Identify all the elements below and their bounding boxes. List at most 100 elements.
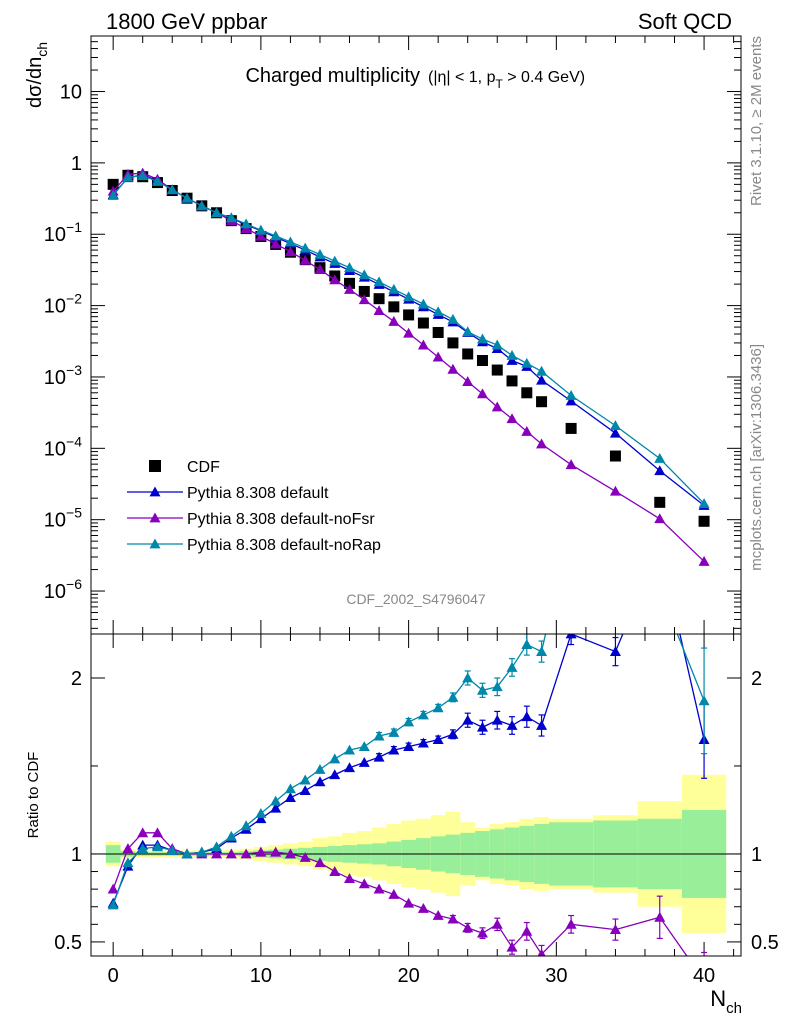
legend-marker (149, 538, 161, 549)
data-point (447, 313, 459, 324)
ratio-point (299, 785, 311, 796)
data-point (432, 351, 444, 362)
data-point (447, 337, 459, 349)
data-point (137, 170, 149, 181)
data-point (476, 388, 488, 399)
data-point (506, 355, 518, 365)
ratio-point (122, 843, 134, 854)
data-point (654, 465, 666, 476)
legend-marker (149, 486, 161, 497)
ratio-point (107, 899, 119, 910)
main-title-suffix-text: (|η| < 1, p (428, 69, 496, 86)
data-point (225, 212, 237, 223)
data-point (698, 498, 710, 509)
ratio-point (566, 514, 577, 524)
ratio-point (240, 820, 252, 831)
ratio-line (112, 634, 705, 906)
series-3 (107, 170, 710, 509)
y-tick-label: 10−4 (44, 433, 82, 460)
header-left-label: 1800 GeV ppbar (106, 9, 267, 34)
ratio-point (565, 634, 577, 639)
data-point (447, 363, 459, 374)
data-point (358, 269, 370, 280)
ratio-point (358, 756, 370, 767)
data-point (122, 171, 134, 182)
legend-item: Pythia 8.308 default-noFsr (127, 511, 375, 528)
ratio-point (329, 753, 341, 764)
ratio-point (388, 744, 400, 755)
x-tick-label: 0 (108, 965, 119, 987)
ratio-point (344, 744, 356, 755)
main-series (107, 167, 710, 566)
ratio-point (270, 846, 282, 857)
y-tick-label: 10−1 (44, 219, 82, 246)
y-tick-label: 10 (60, 82, 82, 104)
ratio-point (358, 878, 370, 889)
data-point (476, 333, 488, 344)
ratio-point (403, 741, 415, 752)
ratio-point (137, 843, 149, 854)
main-y-axis-label-text: dσ/dn (24, 57, 46, 108)
ratio-point (151, 841, 163, 852)
data-point (654, 513, 666, 524)
data-point (521, 357, 533, 368)
y-tick-label-base: 10 (44, 367, 66, 389)
ratio-point (536, 646, 548, 656)
ratio-point (196, 846, 208, 857)
data-point (151, 175, 163, 186)
ratio-y-tick-label-right: 0.5 (751, 932, 779, 954)
y-tick-label-base: 10 (44, 296, 66, 318)
ratio-series-1 (107, 827, 708, 956)
ratio-point (432, 910, 444, 920)
data-point (462, 348, 474, 360)
data-point (565, 395, 577, 406)
ratio-panel: 2 2 1 1 0.5 0.5 0 10 20 30 40 Ratio to CDF Nch (25, 514, 779, 1017)
data-point (373, 276, 385, 287)
ratio-y-tick-label-right: 2 (751, 668, 762, 690)
y-tick-label: 10−2 (44, 291, 82, 318)
ratio-point (270, 802, 282, 813)
ratio-point (403, 897, 415, 908)
y-tick-label-base: 10 (44, 510, 66, 532)
data-point (432, 306, 444, 317)
ratio-point (329, 769, 341, 780)
ratio-point (491, 918, 503, 929)
ratio-point (122, 857, 134, 868)
ratio-point (654, 541, 665, 551)
ratio-point (403, 716, 415, 727)
data-point (314, 249, 326, 259)
ratio-series (107, 514, 710, 956)
ratio-point (284, 848, 296, 859)
data-point (491, 339, 503, 350)
data-point (491, 401, 503, 412)
ratio-y-tick-label: 2 (71, 668, 82, 690)
data-point (403, 291, 415, 302)
y-tick-label: 10−5 (44, 505, 82, 532)
ratio-point (565, 918, 577, 929)
series-2 (107, 167, 710, 566)
ratio-point (417, 737, 429, 748)
ratio-point (255, 813, 267, 824)
data-point (299, 242, 311, 253)
data-point (107, 178, 119, 190)
main-y-axis-label-sub: ch (34, 42, 50, 57)
ratio-point (432, 702, 444, 713)
ratio-point (137, 827, 149, 838)
data-point (314, 264, 326, 274)
y-tick-label-base: 10 (44, 438, 66, 460)
data-point (107, 189, 119, 200)
analysis-watermark: CDF_2002_S4796047 (346, 591, 486, 607)
ratio-point (417, 709, 429, 720)
ratio-point (314, 776, 326, 787)
ratio-point (447, 691, 459, 702)
data-point (654, 453, 666, 463)
data-point (344, 262, 356, 273)
data-point (358, 285, 370, 297)
data-point (536, 365, 548, 376)
data-point (388, 283, 400, 294)
main-title-suffix-end: > 0.4 GeV) (503, 69, 585, 86)
main-title-suffix: (|η| < 1, pT > 0.4 GeV) (428, 69, 585, 91)
data-point (299, 254, 311, 265)
ratio-point (521, 711, 533, 722)
